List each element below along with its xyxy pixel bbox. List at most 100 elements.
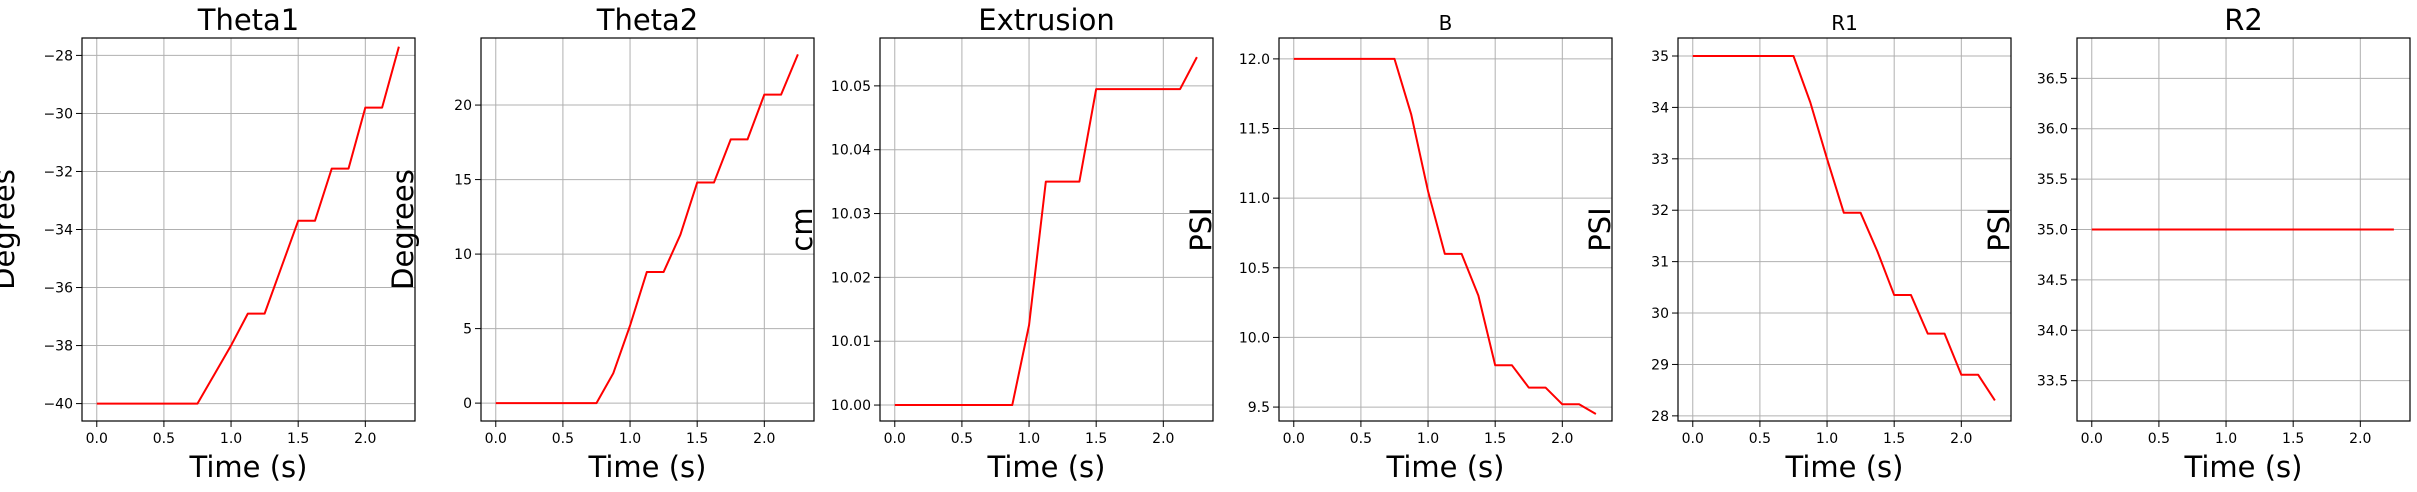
- y-tick-label: −32: [43, 164, 73, 180]
- y-tick-label: −40: [43, 397, 73, 413]
- x-tick-label: 1.5: [686, 431, 708, 447]
- x-tick-label: 1.0: [1816, 431, 1838, 447]
- x-tick-label: 1.5: [1085, 431, 1107, 447]
- y-tick-label: 34.5: [2037, 273, 2068, 289]
- y-tick-label: 28: [1651, 409, 1669, 425]
- y-tick-label: 10.0: [1239, 330, 1270, 346]
- x-tick-label: 0.0: [884, 431, 906, 447]
- y-tick-label: 34.0: [2037, 323, 2068, 339]
- x-tick-label: 1.0: [1018, 431, 1040, 447]
- y-tick-label: 12.0: [1239, 52, 1270, 68]
- y-tick-label: 30: [1651, 306, 1669, 322]
- subplot-3: 0.0 0.5 1.0 1.5 2.0 10.00 10.01 10.02 10.03 10.04…: [785, 3, 1214, 484]
- y-tick-label: 35.5: [2037, 172, 2068, 188]
- x-axis-label: Time (s): [2184, 450, 2303, 484]
- y-tick-label: 11.5: [1239, 122, 1270, 138]
- y-axis-label: Degrees: [0, 169, 21, 290]
- x-tick-label: 0.5: [1350, 431, 1372, 447]
- plot-frame: [879, 37, 1214, 422]
- series-line: [894, 56, 1198, 407]
- x-tick-label: 2.0: [354, 431, 376, 447]
- chart-title: R1: [1831, 11, 1858, 35]
- x-tick-label: 0.0: [1283, 431, 1305, 447]
- y-axis-label: PSI: [1184, 207, 1218, 251]
- x-tick-label: 0.0: [485, 431, 507, 447]
- x-tick-label: 0.5: [2148, 431, 2170, 447]
- x-tick-label: 2.0: [2349, 431, 2371, 447]
- x-tick-label: 1.0: [619, 431, 641, 447]
- y-tick-label: 10.01: [831, 334, 871, 350]
- x-axis-label: Time (s): [987, 450, 1106, 484]
- series-line: [96, 46, 400, 405]
- y-tick-label: 29: [1651, 357, 1669, 373]
- series-line: [495, 54, 799, 405]
- chart-title: R2: [2224, 3, 2263, 37]
- series-line: [1293, 57, 1597, 415]
- y-tick-label: 15: [454, 173, 472, 189]
- y-tick-label: 36.5: [2037, 71, 2068, 87]
- x-tick-label: 0.5: [951, 431, 973, 447]
- x-axis-label: Time (s): [588, 450, 707, 484]
- x-tick-label: 0.5: [153, 431, 175, 447]
- plot-frame: [1677, 37, 2012, 422]
- x-tick-label: 2.0: [1152, 431, 1174, 447]
- y-tick-label: 33: [1651, 152, 1669, 168]
- chart-title: Extrusion: [978, 3, 1114, 37]
- y-tick-label: 34: [1651, 100, 1669, 116]
- y-tick-label: 35.0: [2037, 223, 2068, 239]
- subplot-6: 0.0 0.5 1.0 1.5 2.0 33.5 34.0 34.5 35.0 35.5 36.0 3…: [1982, 3, 2411, 484]
- y-tick-label: −30: [43, 106, 73, 122]
- x-tick-label: 0.0: [1682, 431, 1704, 447]
- y-axis-label: PSI: [1982, 207, 2016, 251]
- subplot-1: 0.0 0.5 1.0 1.5 2.0 −40 −38 −36 −34 −32 −30 −28 Thet…: [0, 3, 416, 484]
- y-tick-label: 5: [463, 322, 472, 338]
- y-tick-label: 31: [1651, 255, 1669, 271]
- x-axis-label: Time (s): [1785, 450, 1904, 484]
- y-tick-label: 10.00: [831, 398, 871, 414]
- y-tick-label: 10.03: [831, 207, 871, 223]
- y-axis-label: PSI: [1583, 207, 1617, 251]
- y-tick-label: 32: [1651, 203, 1669, 219]
- x-axis-label: Time (s): [1386, 450, 1505, 484]
- chart-title: B: [1439, 11, 1453, 35]
- x-tick-label: 1.5: [287, 431, 309, 447]
- y-tick-label: 33.5: [2037, 374, 2068, 390]
- chart-title: Theta1: [197, 3, 300, 37]
- y-tick-label: 11.0: [1239, 191, 1270, 207]
- x-tick-label: 0.0: [86, 431, 108, 447]
- x-tick-label: 0.0: [2081, 431, 2103, 447]
- subplot-2: 0.0 0.5 1.0 1.5 2.0 0 5 10 15 20 Theta2 Time (s) Deg…: [386, 3, 815, 484]
- y-tick-label: 10.04: [831, 143, 871, 159]
- chart-title: Theta2: [596, 3, 699, 37]
- x-tick-label: 2.0: [1950, 431, 1972, 447]
- y-tick-label: 10.05: [831, 79, 871, 95]
- subplot-4: 0.0 0.5 1.0 1.5 2.0 9.5 10.0 10.5 11.0 11.5 12.0 B T…: [1184, 11, 1613, 484]
- x-axis-label: Time (s): [189, 450, 308, 484]
- y-tick-label: 35: [1651, 49, 1669, 65]
- y-axis-label: cm: [785, 207, 819, 251]
- x-tick-label: 0.5: [1749, 431, 1771, 447]
- x-tick-label: 2.0: [1551, 431, 1573, 447]
- y-tick-label: −38: [43, 339, 73, 355]
- y-axis-label: Degrees: [386, 169, 420, 290]
- plot-frame: [480, 37, 815, 422]
- y-tick-label: −36: [43, 281, 73, 297]
- series-line: [1692, 54, 1996, 401]
- subplot-5: 0.0 0.5 1.0 1.5 2.0 28 29 30 31 32 33 34 35 R1 Time (s…: [1583, 11, 2012, 484]
- x-tick-label: 1.5: [1883, 431, 1905, 447]
- x-tick-label: 0.5: [552, 431, 574, 447]
- x-tick-label: 1.0: [1417, 431, 1439, 447]
- x-tick-label: 1.0: [2215, 431, 2237, 447]
- y-tick-label: −34: [43, 223, 73, 239]
- y-tick-label: 36.0: [2037, 122, 2068, 138]
- x-tick-label: 1.0: [220, 431, 242, 447]
- x-tick-label: 1.5: [2282, 431, 2304, 447]
- plot-frame: [1278, 37, 1613, 422]
- y-tick-label: −28: [43, 48, 73, 64]
- y-tick-label: 10.5: [1239, 261, 1270, 277]
- x-tick-label: 1.5: [1484, 431, 1506, 447]
- y-tick-label: 0: [463, 396, 472, 412]
- y-tick-label: 20: [454, 98, 472, 114]
- y-tick-label: 9.5: [1248, 400, 1270, 416]
